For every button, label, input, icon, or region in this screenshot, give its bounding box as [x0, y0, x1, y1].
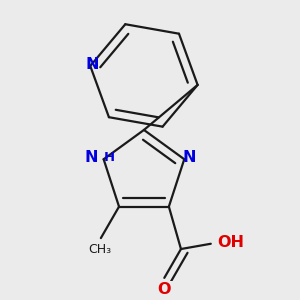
Text: N: N: [84, 150, 98, 165]
Text: N: N: [85, 57, 98, 72]
Text: OH: OH: [218, 235, 244, 250]
Text: CH₃: CH₃: [88, 243, 111, 256]
Text: O: O: [158, 282, 171, 297]
Text: N: N: [183, 150, 196, 165]
Text: H: H: [103, 151, 115, 164]
